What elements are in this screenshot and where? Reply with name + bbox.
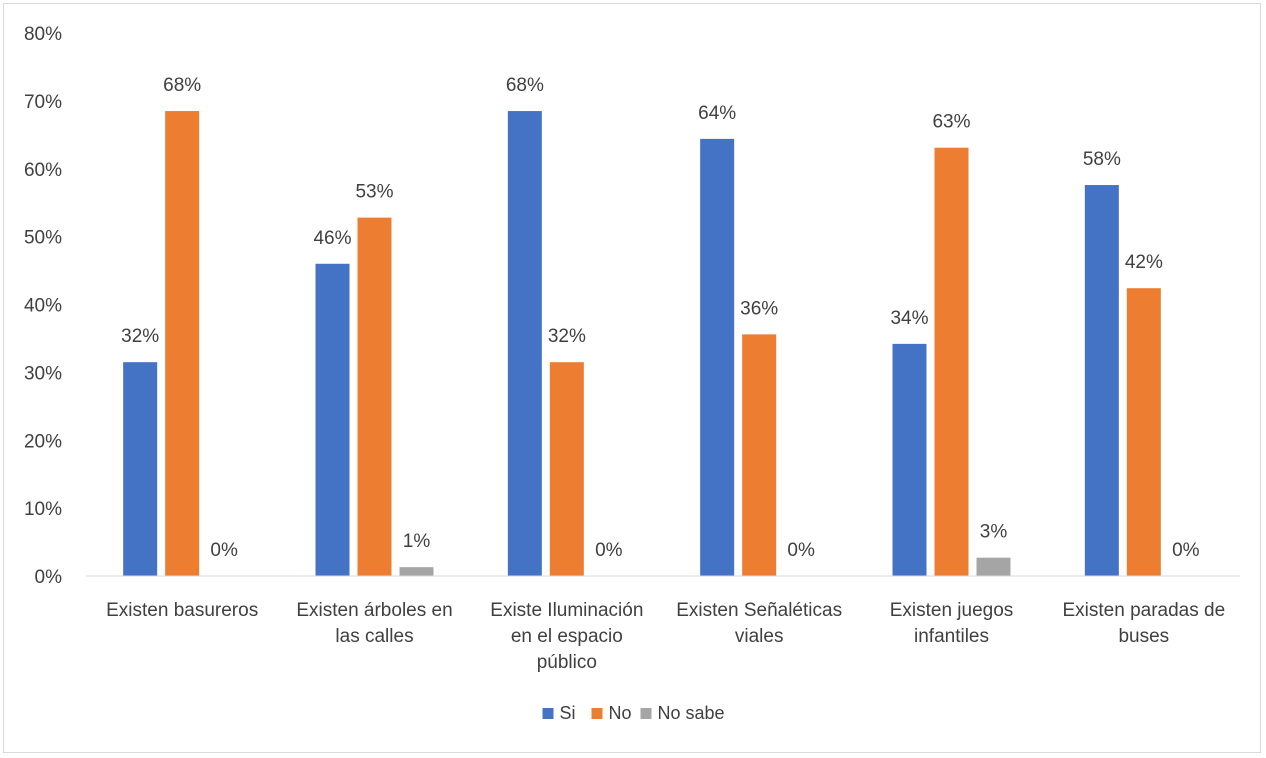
data-labels: 32% 68% 0% 46% 53% 1% 68% 32% 0% 64% 36% 0% 34% 63% 3%… xyxy=(121,75,1200,561)
data-label: 3% xyxy=(980,522,1008,543)
bar-no xyxy=(1126,288,1161,576)
y-tick-label: 40% xyxy=(24,296,62,317)
data-label: 34% xyxy=(890,308,928,329)
category-label: Existen paradas de buses xyxy=(1062,600,1225,647)
bar-no xyxy=(742,334,777,576)
bar-si xyxy=(1084,185,1119,577)
data-label: 58% xyxy=(1083,149,1121,170)
legend-label: No sabe xyxy=(658,703,725,723)
bar-si xyxy=(892,343,927,576)
bar-si xyxy=(700,138,735,576)
legend-swatch xyxy=(640,708,652,719)
legend-item-no-sabe: No sabe xyxy=(640,703,725,723)
data-label: 32% xyxy=(121,326,159,347)
y-tick-label: 0% xyxy=(35,567,63,588)
legend-swatch xyxy=(591,708,603,719)
data-label: 0% xyxy=(210,540,238,561)
y-tick-label: 80% xyxy=(24,24,62,45)
data-label: 53% xyxy=(355,182,393,203)
data-label: 63% xyxy=(932,112,970,133)
legend-label: No xyxy=(609,703,632,723)
bar-no-sabe xyxy=(976,557,1011,576)
data-label: 68% xyxy=(163,75,201,96)
bar-si xyxy=(315,263,350,576)
x-axis: Existen basureros Existen árboles en las c… xyxy=(106,600,1225,673)
y-axis: 0% 10% 20% 30% 40% 50% 60% 70% 80% xyxy=(24,24,62,588)
y-tick-label: 10% xyxy=(24,499,62,520)
legend-swatch xyxy=(542,708,554,719)
legend: Si No No sabe xyxy=(542,703,725,723)
data-label: 0% xyxy=(787,540,815,561)
bar-chart: 0% 10% 20% 30% 40% 50% 60% 70% 80% 32% 68% 0% 46% 53… xyxy=(24,24,1240,723)
legend-item-no: No xyxy=(591,703,632,723)
data-label: 46% xyxy=(313,228,351,249)
category-label: Existen Señaléticas viales xyxy=(676,600,842,647)
bar-no xyxy=(934,147,969,577)
bar-no-sabe xyxy=(399,567,434,576)
data-label: 36% xyxy=(740,298,778,319)
data-label: 68% xyxy=(506,75,544,96)
legend-item-si: Si xyxy=(542,703,576,723)
bar-no xyxy=(165,111,200,577)
data-label: 1% xyxy=(403,531,431,552)
y-tick-label: 30% xyxy=(24,363,62,384)
chart-frame: 0% 10% 20% 30% 40% 50% 60% 70% 80% 32% 68% 0% 46% 53… xyxy=(3,3,1261,753)
bars xyxy=(123,111,1161,577)
y-tick-label: 60% xyxy=(24,160,62,181)
y-tick-label: 20% xyxy=(24,431,62,452)
data-label: 0% xyxy=(595,540,623,561)
bar-si xyxy=(123,362,158,576)
data-label: 32% xyxy=(548,326,586,347)
legend-label: Si xyxy=(560,703,576,723)
bar-no xyxy=(357,217,392,576)
bar-no xyxy=(549,362,584,576)
y-tick-label: 70% xyxy=(24,92,62,113)
category-label: Existen árboles en las calles xyxy=(296,600,452,647)
category-label: Existen basureros xyxy=(106,600,258,621)
bar-si xyxy=(507,111,542,577)
y-tick-label: 50% xyxy=(24,228,62,249)
category-label: Existen juegos infantiles xyxy=(890,600,1014,647)
data-label: 64% xyxy=(698,103,736,124)
data-label: 0% xyxy=(1172,540,1200,561)
category-label: Existe Iluminación en el espacio público xyxy=(490,600,643,673)
data-label: 42% xyxy=(1125,252,1163,273)
